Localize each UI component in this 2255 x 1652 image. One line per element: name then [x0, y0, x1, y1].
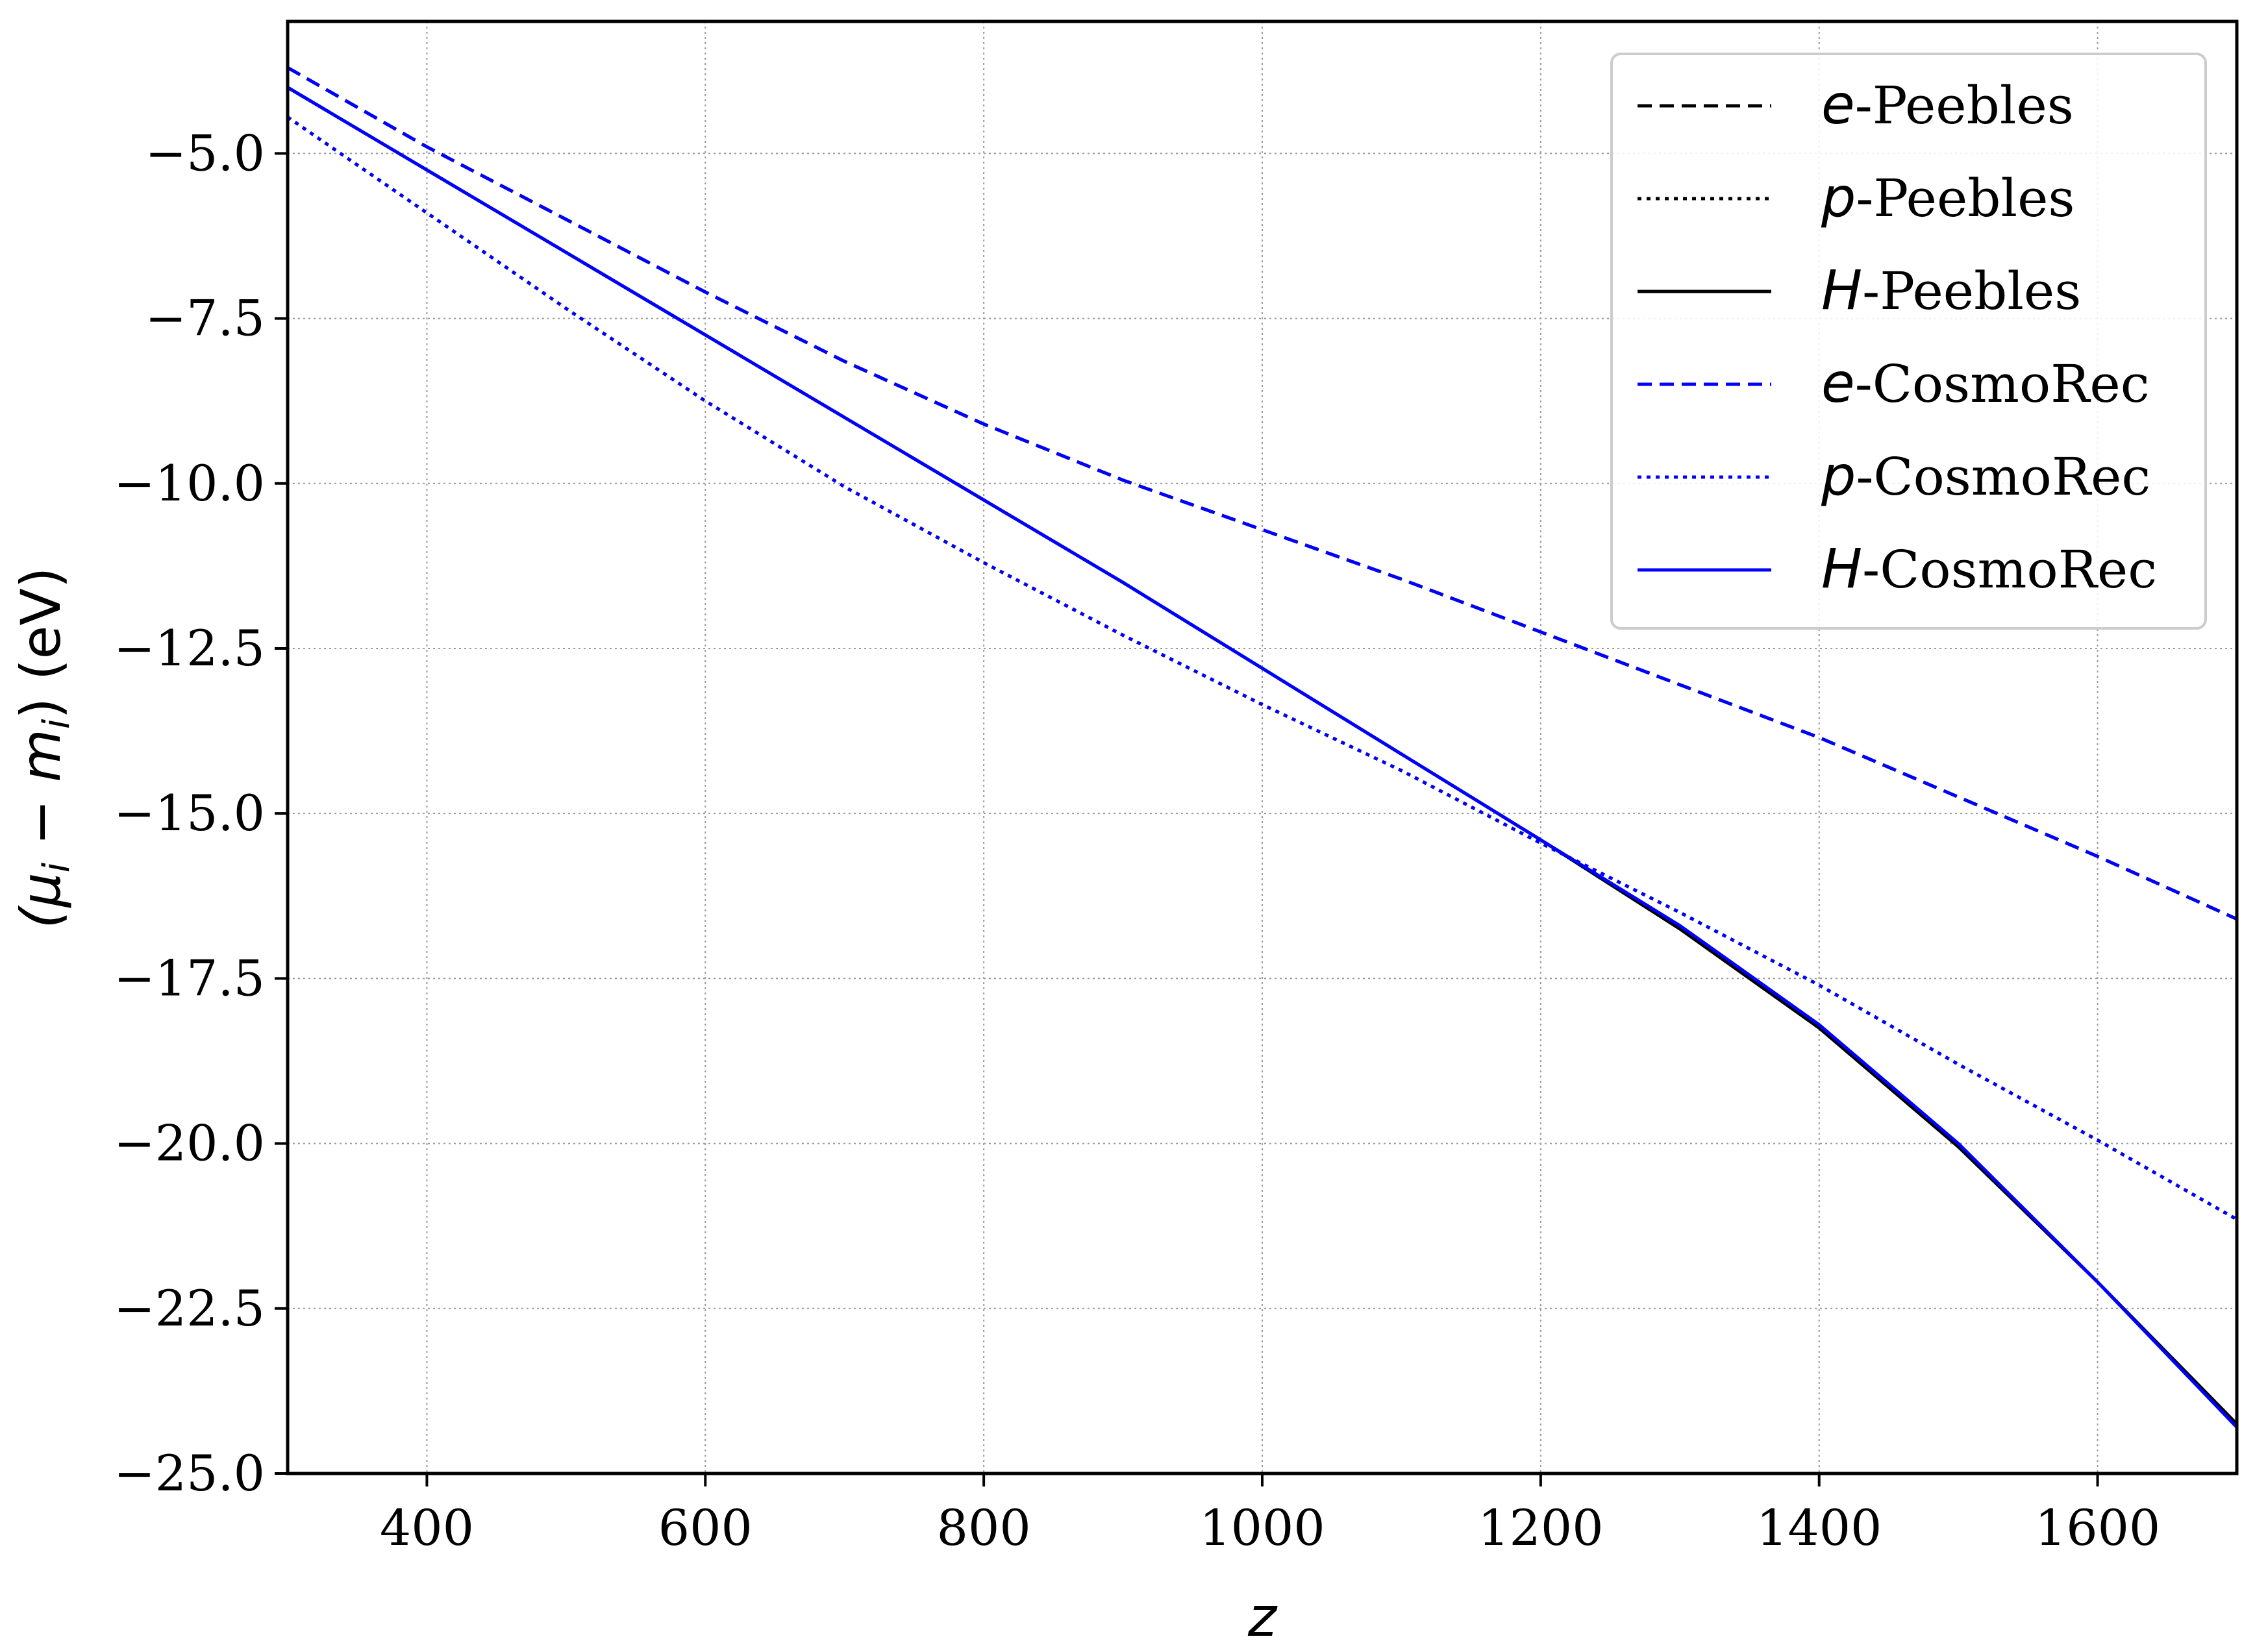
x-tick-label: 1400 [1756, 1499, 1882, 1557]
y-axis: −5.0 −7.5 −10.0 −12.5 −15.0 −17.5 −20.0 −22.5 −2… [114, 124, 288, 1502]
series-line-h-cosmorec [286, 86, 2238, 1429]
x-tick-label: 1200 [1478, 1499, 1603, 1557]
y-tick-label: −10.0 [114, 454, 265, 512]
series-line-e-cosmorec [286, 66, 2238, 921]
series-line-p-cosmorec [286, 116, 2238, 1221]
grid [288, 21, 2237, 1474]
legend: e-Peebles p-Peebles H-Peebles e-CosmoRec p-C… [1610, 53, 2207, 630]
y-tick-label: −7.5 [145, 290, 265, 347]
y-tick-label: −17.5 [114, 949, 265, 1007]
x-tick-label: 800 [937, 1499, 1031, 1557]
x-tick-label: 400 [380, 1499, 474, 1557]
y-tick-label: −15.0 [114, 784, 265, 842]
series-layer [286, 66, 2238, 1429]
x-tick-label: 600 [658, 1499, 753, 1557]
legend-label-e-cosmorec: e-CosmoRec [1821, 351, 2150, 415]
y-tick-label: −25.0 [114, 1444, 265, 1502]
legend-label-e-peebles: e-Peebles [1821, 73, 2074, 136]
x-axis: 400 600 800 1000 1200 1400 1600 [380, 1473, 2160, 1557]
legend-box [1610, 53, 2207, 630]
legend-label-h-cosmorec: H-CosmoRec [1821, 537, 2157, 600]
y-tick-label: −5.0 [145, 124, 265, 182]
x-tick-label: 1000 [1199, 1499, 1325, 1557]
y-tick-label: −20.0 [114, 1115, 265, 1172]
x-axis-label: z [1247, 1585, 1278, 1649]
y-axis-label: (μi − mi) (eV) [9, 567, 78, 928]
y-tick-label: −22.5 [114, 1279, 265, 1337]
legend-label-p-peebles: p-Peebles [1821, 166, 2074, 229]
legend-label-p-cosmorec: p-CosmoRec [1821, 444, 2150, 508]
legend-label-h-peebles: H-Peebles [1821, 258, 2081, 322]
x-tick-label: 1600 [2035, 1499, 2160, 1557]
y-tick-label: −12.5 [114, 619, 265, 677]
